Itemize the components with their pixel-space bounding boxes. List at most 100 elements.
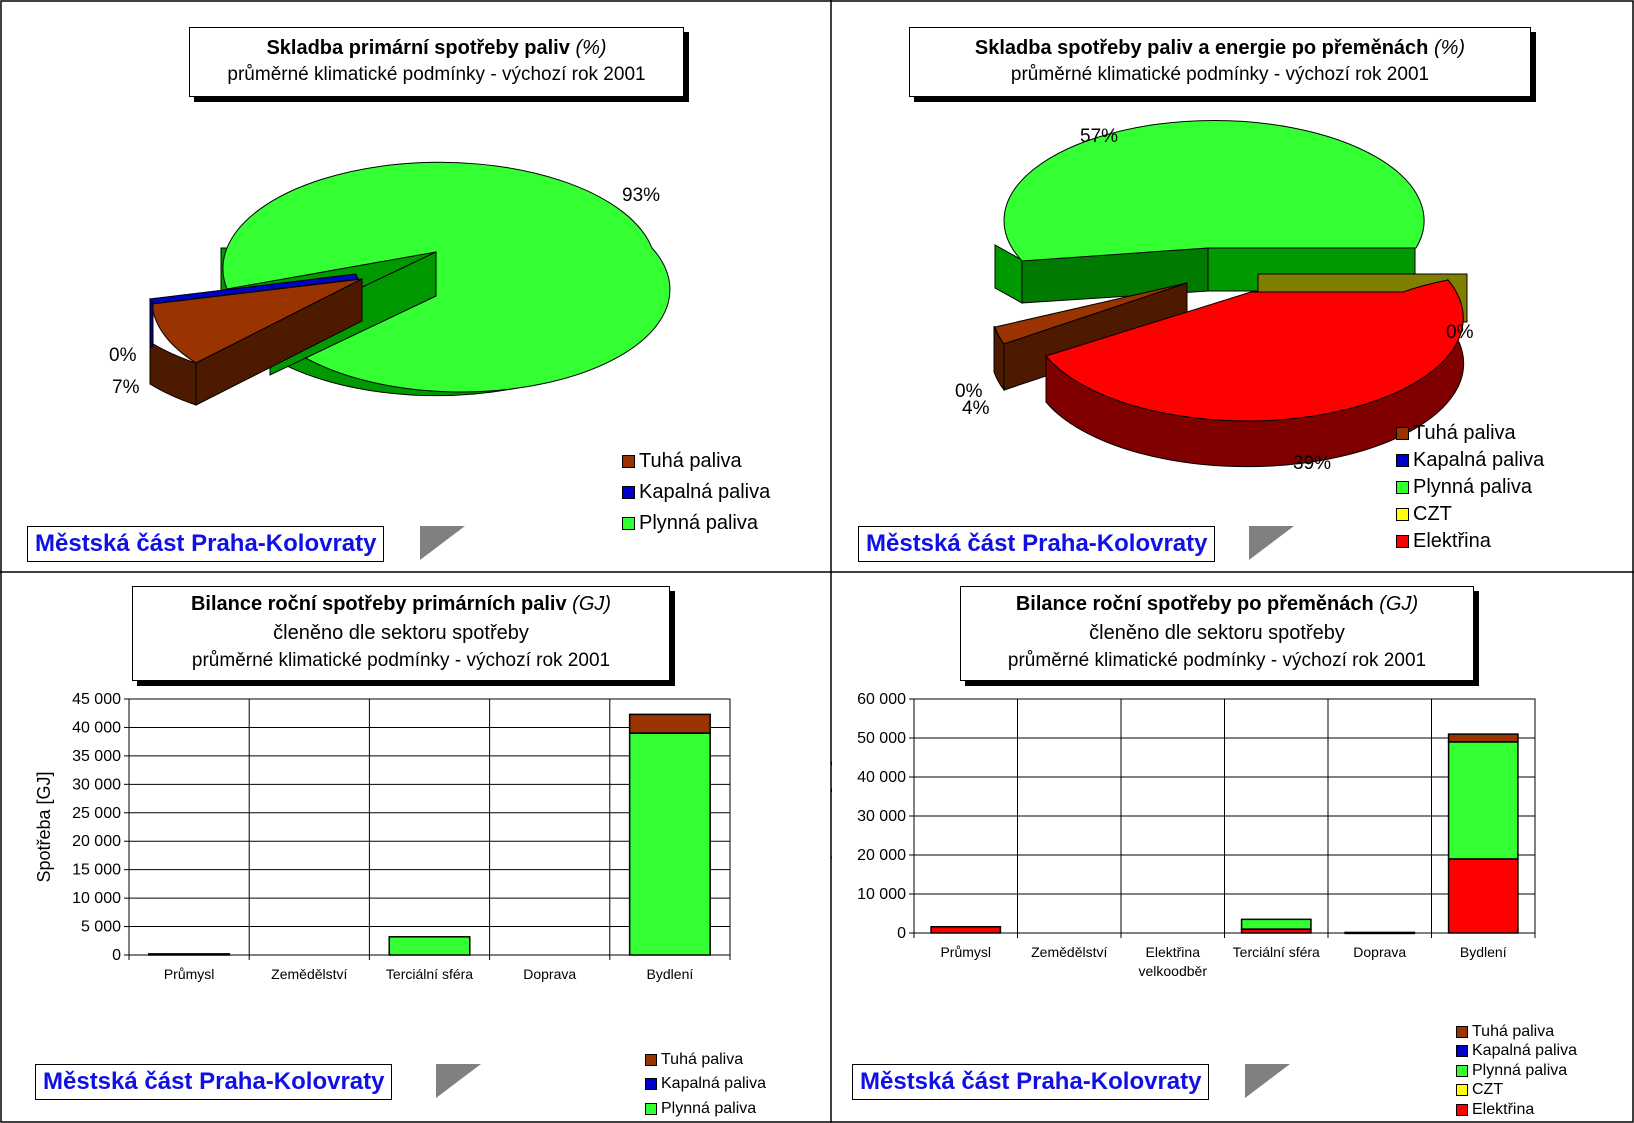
pie-slice-plynna	[1003, 120, 1425, 262]
chart-title-text: Skladba primární spotřeby paliv	[266, 37, 570, 59]
x-tick-label: Zemědělství	[1031, 944, 1107, 960]
pie-chart-primary: 93% 0% 7%	[109, 161, 671, 406]
chart-title-box: Bilance roční spotřeby primárních paliv …	[132, 586, 670, 681]
legend-swatch-tuha	[645, 1053, 657, 1066]
legend: Tuhá paliva Kapalná paliva Plynná paliva	[645, 1050, 766, 1119]
legend-label: Kapalná paliva	[661, 1075, 766, 1093]
legend-swatch-plynna	[1456, 1064, 1468, 1077]
legend-item-plynna: Plynná paliva	[622, 510, 770, 536]
legend-item-plynna: Plynná paliva	[1396, 474, 1544, 500]
y-tick-label: 50 000	[857, 730, 906, 747]
district-badge: Městská část Praha-Kolovraty	[852, 1064, 1210, 1100]
legend-item-kapalna: Kapalná paliva	[645, 1075, 766, 1095]
chart-title-unit: (GJ)	[1379, 593, 1419, 615]
legend-swatch-kapalna	[1456, 1045, 1468, 1058]
district-badge: Městská část Praha-Kolovraty	[858, 526, 1216, 562]
pie-side-kapalna	[149, 297, 154, 349]
legend-label: Tuhá paliva	[661, 1050, 744, 1068]
legend-item-kapalna: Kapalná paliva	[1456, 1042, 1577, 1062]
chart-title: Skladba spotřeby paliv a energie po přem…	[910, 35, 1530, 62]
pie-label-kapalna: 0%	[109, 345, 137, 366]
panel-primary-fuel-mix: Skladba primární spotřeby paliv (%) prům…	[0, 0, 831, 572]
legend: Tuhá paliva Kapalná paliva Plynná paliva…	[1456, 1022, 1577, 1120]
legend-label: Plynná paliva	[1413, 475, 1532, 498]
chart-subtitle: průměrné klimatické podmínky - výchozí r…	[227, 64, 646, 85]
legend-label: Kapalná paliva	[1472, 1042, 1577, 1060]
chart-title: Skladba primární spotřeby paliv (%)	[190, 35, 683, 62]
y-tick-label: 10 000	[72, 890, 121, 907]
bar-segment-plynna-paliva	[628, 732, 711, 956]
pie-label-elektrina: 39%	[1293, 453, 1331, 474]
pie-label-tuha: 4%	[962, 398, 990, 419]
legend-swatch-plynna	[622, 516, 635, 530]
legend-swatch-kapalna	[622, 485, 635, 499]
bar-segment-elektrina	[930, 926, 1002, 934]
y-tick-label: 25 000	[72, 805, 121, 822]
district-badge: Městská část Praha-Kolovraty	[27, 526, 385, 562]
chart-title-box: Bilance roční spotřeby po přeměnách (GJ)…	[960, 586, 1474, 681]
legend-swatch-czt	[1396, 507, 1409, 521]
pie-label-czt: 0%	[1446, 322, 1474, 343]
bar-segment-plynna-paliva	[388, 936, 471, 956]
x-tick-label: Terciální sféra	[1233, 944, 1320, 960]
y-tick-label: 40 000	[857, 769, 906, 786]
bar-segment-tuha-paliva	[1447, 733, 1519, 743]
bar-segment-tuha-paliva	[628, 713, 711, 734]
stacked-bar-chart-primary: 0 5 000 10 000 15 000 20 000 25 000 30 000 35 0…	[34, 691, 731, 982]
y-tick-label: 20 000	[72, 833, 121, 850]
bar-segment-plynna-paliva	[1240, 918, 1312, 930]
pie-label-plynna: 93%	[622, 185, 660, 206]
legend-item-elektrina: Elektřina	[1396, 528, 1544, 554]
x-tick-label: Zemědělství	[271, 966, 347, 982]
chart-title-text: Skladba spotřeby paliv a energie po přem…	[974, 37, 1429, 59]
legend-item-tuha: Tuhá paliva	[1456, 1022, 1577, 1042]
panel-after-conversion-mix: Skladba spotřeby paliv a energie po přem…	[831, 0, 1634, 572]
chart-title: Bilance roční spotřeby po přeměnách (GJ)	[961, 591, 1473, 618]
badge-shadow-triangle	[436, 1064, 481, 1098]
y-tick-label: 0	[112, 947, 121, 964]
x-tick-label: Elektřina	[1146, 944, 1201, 960]
pie-label-tuha: 7%	[112, 377, 140, 398]
legend-swatch-plynna	[645, 1102, 657, 1115]
y-tick-label: 15 000	[72, 862, 121, 879]
chart-title-unit: (%)	[1433, 37, 1466, 59]
legend-label: Kapalná paliva	[1413, 448, 1545, 471]
pie-inner-face-tuha	[195, 278, 363, 406]
chart-subtitle-2: průměrné klimatické podmínky - výchozí r…	[191, 650, 611, 671]
bar-segment-plynna-paliva	[1447, 741, 1519, 860]
panel-primary-consumption-balance: Bilance roční spotřeby primárních paliv …	[0, 572, 831, 1123]
legend-label: Plynná paliva	[661, 1099, 757, 1117]
legend-swatch-tuha	[1456, 1025, 1468, 1038]
legend-label: Tuhá paliva	[1472, 1022, 1555, 1040]
legend: Tuhá paliva Kapalná paliva Plynná paliva	[622, 448, 770, 536]
x-tick-label: Průmysl	[164, 966, 215, 982]
legend-item-plynna: Plynná paliva	[1456, 1061, 1577, 1081]
legend-item-tuha: Tuhá paliva	[1396, 420, 1544, 446]
legend-label: CZT	[1472, 1081, 1504, 1099]
x-tick-label: velkoodběr	[1139, 963, 1208, 979]
x-tick-label: Terciální sféra	[386, 966, 473, 982]
pie-label-plynna: 57%	[1080, 126, 1118, 147]
y-axis-label: Spotřeba [GJ]	[831, 760, 832, 871]
y-tick-label: 5 000	[81, 919, 121, 936]
y-tick-label: 20 000	[857, 847, 906, 864]
y-tick-label: 35 000	[72, 748, 121, 765]
x-tick-label: Doprava	[1353, 944, 1406, 960]
x-tick-label: Bydlení	[1460, 944, 1507, 960]
legend-label: CZT	[1413, 502, 1452, 525]
legend-item-kapalna: Kapalná paliva	[1396, 447, 1544, 473]
x-tick-label: Průmysl	[940, 944, 991, 960]
panel-after-conversion-balance: Bilance roční spotřeby po přeměnách (GJ)…	[831, 572, 1634, 1123]
y-tick-label: 45 000	[72, 691, 121, 708]
pie-slice-elektrina	[1045, 279, 1464, 422]
legend-swatch-kapalna	[1396, 453, 1409, 467]
chart-subtitle: členěno dle sektoru spotřeby	[1089, 622, 1345, 644]
y-tick-label: 30 000	[857, 808, 906, 825]
chart-subtitle: průměrné klimatické podmínky - výchozí r…	[1010, 64, 1430, 85]
chart-title-text: Bilance roční spotřeby po přeměnách	[1015, 593, 1374, 615]
y-axis-label: Spotřeba [GJ]	[34, 771, 54, 882]
legend-item-kapalna: Kapalná paliva	[622, 479, 770, 505]
pie-label-kapalna: 0%	[955, 381, 983, 402]
legend-label: Elektřina	[1413, 529, 1491, 552]
